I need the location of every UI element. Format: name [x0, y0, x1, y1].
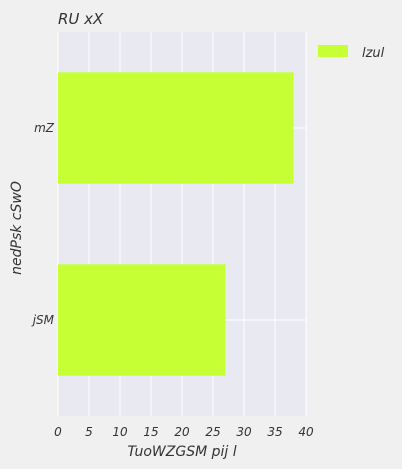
legend-swatch [318, 45, 348, 57]
x-tick-label: 35 [267, 425, 282, 439]
y-tick-label: jSM [31, 313, 55, 327]
x-tick-label: 0 [54, 425, 62, 439]
x-tick-label: 30 [236, 425, 252, 439]
x-tick-label: 5 [85, 425, 93, 439]
x-axis-label: TuoWZGSM pij l [127, 444, 236, 460]
y-axis-label: nedPsk cSwO [9, 181, 25, 275]
bar-mZ [58, 72, 294, 184]
x-tick-label: 20 [174, 425, 190, 439]
bar-jSM [58, 264, 226, 376]
x-tick-label: 40 [298, 425, 314, 439]
legend: lzul [318, 45, 385, 61]
chart-title: RU xX [58, 10, 104, 28]
x-tick-label: 25 [205, 425, 220, 439]
bars [58, 72, 294, 376]
x-tick-label: 15 [143, 425, 158, 439]
x-tick-label: 10 [112, 425, 128, 439]
legend-label: lzul [362, 46, 385, 61]
y-tick-label: mZ [34, 121, 55, 135]
axis-ticks: 0 5 10 15 20 25 30 35 40 mZ jSM [31, 121, 314, 439]
